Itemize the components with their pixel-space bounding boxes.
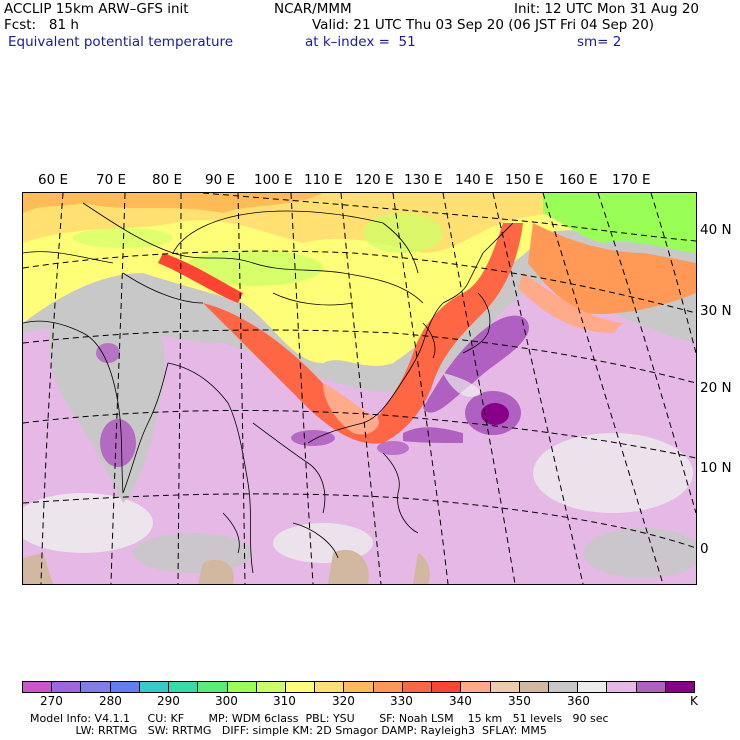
colorbar-swatch-0 [23, 682, 53, 692]
institution-label: NCAR/MMM [274, 1, 352, 17]
colorbar-swatch-3 [110, 682, 140, 692]
colorbar-swatch-2 [81, 682, 111, 692]
colorbar-swatch-16 [490, 682, 520, 692]
smoothing-label: sm= 2 [577, 34, 622, 50]
colorbar-swatch-22 [665, 682, 695, 692]
k-index-label: at k–index = 51 [305, 34, 416, 50]
lat-label-30: 30 N [700, 303, 732, 319]
colorbar-label-300: 300 [215, 694, 238, 708]
colorbar-label-340: 340 [449, 694, 472, 708]
field-name: Equivalent potential temperature [8, 34, 234, 50]
lon-label-90: 90 E [205, 172, 235, 188]
colorbar-swatch-17 [519, 682, 549, 692]
colorbar-swatch-11 [344, 682, 374, 692]
colorbar-swatch-9 [285, 682, 316, 692]
colorbar-swatch-10 [315, 682, 345, 692]
colorbar-swatch-15 [461, 682, 491, 692]
colorbar-label-350: 350 [508, 694, 531, 708]
init-time: Init: 12 UTC Mon 31 Aug 20 [514, 1, 699, 17]
lon-label-80: 80 E [152, 172, 182, 188]
colorbar-swatch-8 [256, 682, 286, 692]
model-info-line1: Model Info: V4.1.1 CU: KF MP: WDM 6class… [30, 712, 609, 725]
colorbar-swatch-7 [227, 682, 257, 692]
lon-label-60: 60 E [38, 172, 68, 188]
colorbar-swatch-6 [198, 682, 228, 692]
lon-label-170: 170 E [612, 172, 651, 188]
theta-e-map [22, 192, 697, 585]
colorbar-swatch-19 [578, 682, 608, 692]
forecast-hour: Fcst: 81 h [4, 17, 79, 33]
lon-label-120: 120 E [355, 172, 394, 188]
colorbar [22, 681, 695, 693]
colorbar-label-280: 280 [99, 694, 122, 708]
model-title: ACCLIP 15km ARW–GFS init [4, 1, 189, 17]
lon-label-150: 150 E [505, 172, 544, 188]
colorbar-swatch-18 [548, 682, 579, 692]
lat-label-0: 0 [700, 541, 709, 557]
colorbar-swatch-12 [373, 682, 403, 692]
colorbar-swatch-21 [636, 682, 666, 692]
colorbar-label-330: 330 [390, 694, 413, 708]
colorbar-swatch-20 [607, 682, 637, 692]
lon-label-110: 110 E [304, 172, 343, 188]
lon-label-70: 70 E [96, 172, 126, 188]
colorbar-swatch-14 [432, 682, 462, 692]
lon-label-160: 160 E [559, 172, 598, 188]
lon-label-100: 100 E [254, 172, 293, 188]
colorbar-label-360: 360 [567, 694, 590, 708]
map-graphic [23, 193, 696, 584]
lat-label-10: 10 N [700, 460, 732, 476]
lon-label-140: 140 E [455, 172, 494, 188]
colorbar-label-290: 290 [157, 694, 180, 708]
lat-label-40: 40 N [700, 222, 732, 238]
colorbar-swatch-5 [169, 682, 199, 692]
colorbar-unit: K [690, 694, 698, 708]
valid-time: Valid: 21 UTC Thu 03 Sep 20 (06 JST Fri … [312, 17, 655, 33]
colorbar-label-320: 320 [332, 694, 355, 708]
lat-label-20: 20 N [700, 380, 732, 396]
colorbar-swatch-13 [402, 682, 433, 692]
colorbar-label-310: 310 [273, 694, 296, 708]
model-info-line2: LW: RRTMG SW: RRTMG DIFF: simple KM: 2D … [30, 724, 547, 737]
colorbar-label-270: 270 [40, 694, 63, 708]
colorbar-swatch-4 [139, 682, 170, 692]
colorbar-swatch-1 [52, 682, 82, 692]
lon-label-130: 130 E [404, 172, 443, 188]
